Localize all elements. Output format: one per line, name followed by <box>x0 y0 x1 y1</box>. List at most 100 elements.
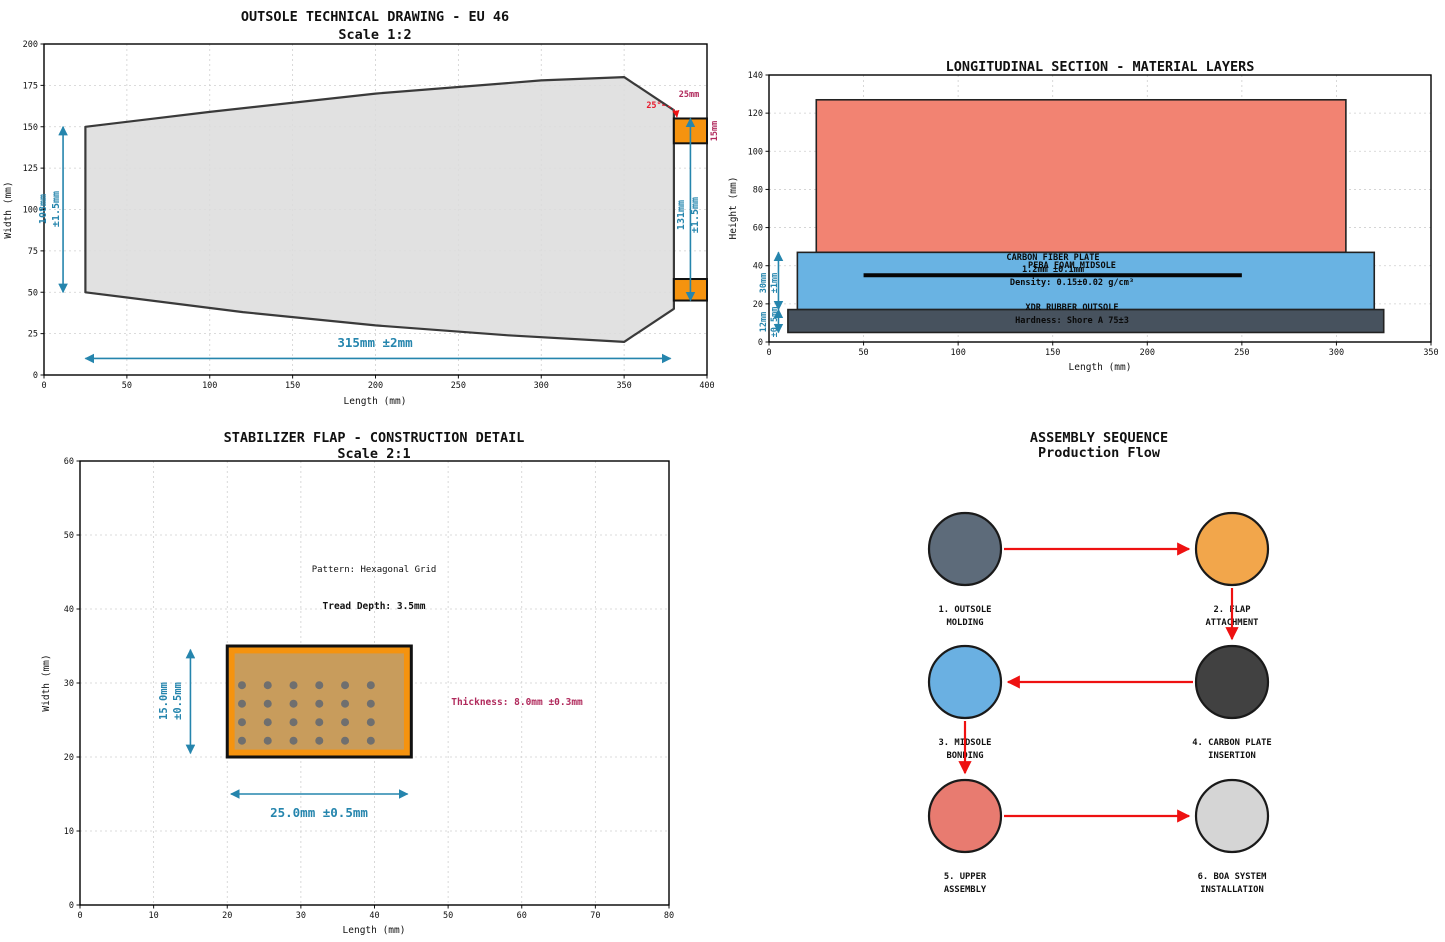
y-tick-label: 25 <box>28 330 38 340</box>
tread-dot <box>341 736 350 745</box>
dim-outsole-tol: ±0.5mm <box>770 307 780 338</box>
y-tick-label: 10 <box>64 827 74 837</box>
midsole-label: PEBA FOAM MIDSOLE <box>1028 261 1116 271</box>
tread-dot <box>366 718 375 727</box>
section-xlabel: Length (mm) <box>1069 362 1132 373</box>
carbon-plate-label: CARBON FIBER PLATE <box>1006 253 1099 263</box>
x-tick-label: 50 <box>858 348 868 358</box>
x-tick-label: 50 <box>122 381 132 391</box>
x-tick-label: 100 <box>202 381 217 391</box>
y-tick-label: 125 <box>23 164 38 174</box>
y-tick-label: 0 <box>758 338 763 348</box>
x-tick-label: 10 <box>149 911 159 921</box>
y-tick-label: 75 <box>28 247 38 257</box>
angle-leader-arrow <box>661 104 680 118</box>
x-tick-label: 0 <box>77 911 82 921</box>
outsole-layer-spec: Hardness: Shore A 75±3 <box>1015 316 1129 326</box>
tread-dot <box>237 699 246 708</box>
y-tick-label: 140 <box>748 71 763 81</box>
dim-midsole-value: 30mm <box>759 273 769 293</box>
x-tick-label: 150 <box>285 381 300 391</box>
tread-dot <box>289 718 298 727</box>
y-tick-label: 50 <box>28 288 38 298</box>
flap-width-note: 25mm <box>679 90 699 100</box>
tread-dot <box>237 681 246 690</box>
outsole-plot-layer: 0 50 100 150 200 250 300 350 400 0 25 50 75 100 125 150… <box>23 40 715 391</box>
section-ylabel: Height (mm) <box>728 177 739 240</box>
flap-title: STABILIZER FLAP - CONSTRUCTION DETAIL <box>224 430 525 446</box>
x-tick-label: 70 <box>590 911 600 921</box>
y-tick-label: 20 <box>64 753 74 763</box>
panel-longitudinal-section: 0 50 100 150 200 250 300 350020406080100120140 … <box>728 59 1439 373</box>
x-tick-label: 200 <box>1140 348 1155 358</box>
x-tick-label: 40 <box>369 911 379 921</box>
step-label-line2: INSERTION <box>1208 751 1256 761</box>
assembly-title: ASSEMBLY SEQUENCE <box>1030 430 1168 446</box>
carbon-plate-spec: 1.2mm ±0.1mm <box>1022 265 1084 275</box>
outsole-xlabel: Length (mm) <box>344 396 407 407</box>
tread-dot <box>315 736 324 745</box>
angle-note: 25° <box>646 101 661 111</box>
x-tick-label: 350 <box>616 381 631 391</box>
x-tick-label: 300 <box>534 381 549 391</box>
x-tick-label: 50 <box>443 911 453 921</box>
dim-width-tol: ±1.5mm <box>51 191 62 227</box>
axes-spine <box>43 43 708 376</box>
x-tick-label: 0 <box>766 348 771 358</box>
dim-heel-value: 131mm <box>676 200 687 230</box>
flap-subtitle: Scale 2:1 <box>337 446 410 462</box>
dim-width-value: 108mm <box>38 194 49 224</box>
tread-depth-note: Tread Depth: 3.5mm <box>323 601 426 612</box>
outsole-title: OUTSOLE TECHNICAL DRAWING - EU 46 <box>241 9 509 25</box>
tread-dot <box>263 736 272 745</box>
y-tick-label: 175 <box>23 81 38 91</box>
x-tick-label: 300 <box>1329 348 1344 358</box>
x-tick-label: 0 <box>41 381 46 391</box>
tread-dot <box>366 736 375 745</box>
dim-outsole-value: 12mm <box>759 312 769 332</box>
panel-stabilizer-flap: 0 10 20 30 40 50 60 70 80 0 10 20 30 40 50 60 STABILIZE… <box>41 430 674 936</box>
x-tick-label: 200 <box>368 381 383 391</box>
section-title: LONGITUDINAL SECTION - MATERIAL LAYERS <box>946 59 1255 75</box>
y-tick-label: 40 <box>64 605 74 615</box>
y-tick-label: 200 <box>23 40 38 50</box>
tread-dot <box>263 718 272 727</box>
tread-dot <box>366 681 375 690</box>
tread-dot <box>263 681 272 690</box>
x-tick-label: 150 <box>1045 348 1060 358</box>
x-tick-label: 60 <box>517 911 527 921</box>
step-label-line1: 5. UPPER <box>944 872 987 882</box>
tread-dot <box>315 699 324 708</box>
step-label-line2: ASSEMBLY <box>944 885 987 895</box>
y-tick-label: 60 <box>64 457 74 467</box>
midsole-spec: Density: 0.15±0.02 g/cm³ <box>1010 277 1134 288</box>
tread-dot <box>341 681 350 690</box>
tread-dot <box>237 736 246 745</box>
tread-dot <box>366 699 375 708</box>
flap-plot-layer: 0 10 20 30 40 50 60 70 80 0 10 20 30 40 50 60 <box>64 457 674 921</box>
x-tick-label: 350 <box>1423 348 1438 358</box>
assembly-subtitle: Production Flow <box>1038 445 1161 461</box>
y-tick-label: 0 <box>69 901 74 911</box>
dim-midsole-tol: ±1mm <box>770 273 780 293</box>
y-tick-label: 150 <box>23 123 38 133</box>
step-circle-2 <box>1194 511 1270 587</box>
flap-ylabel: Width (mm) <box>41 654 52 711</box>
axes-spine <box>79 460 670 906</box>
x-tick-label: 250 <box>1234 348 1249 358</box>
step-circle-4 <box>1194 644 1270 720</box>
tread-dot <box>263 699 272 708</box>
panel-outsole-drawing: 0 50 100 150 200 250 300 350 400 0 25 50 75 100 125 150… <box>3 9 720 407</box>
outsole-layer-label: XDR RUBBER OUTSOLE <box>1025 303 1118 313</box>
dim-flap-width-tol: ±0.5mm <box>172 682 184 720</box>
x-tick-label: 20 <box>222 911 232 921</box>
axes-spine <box>768 74 1432 343</box>
thickness-note: Thickness: 8.0mm ±0.3mm <box>451 697 583 708</box>
step-label-line1: 4. CARBON PLATE <box>1192 738 1271 748</box>
y-tick-label: 120 <box>748 109 763 119</box>
tread-dot <box>315 718 324 727</box>
flap-xlabel: Length (mm) <box>343 925 406 936</box>
